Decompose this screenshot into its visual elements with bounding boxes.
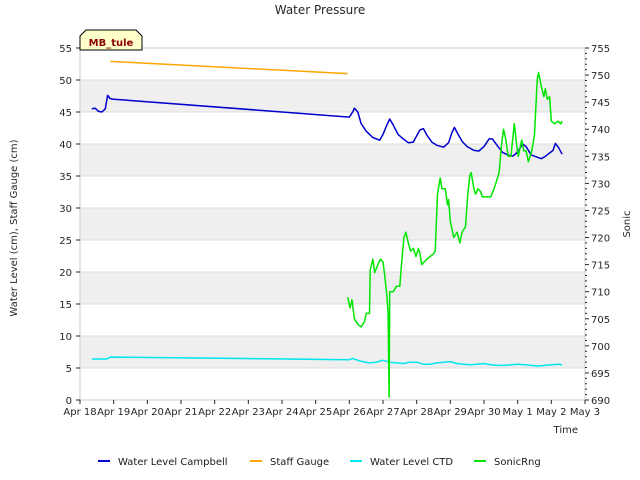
y2-tick-label: 725 xyxy=(591,206,610,217)
x-tick-label: Apr 29 xyxy=(434,407,467,418)
x-axis-title: Time xyxy=(553,425,578,436)
x-tick-label: Apr 20 xyxy=(131,407,164,418)
legend-label-water-level-ctd: Water Level CTD xyxy=(370,457,453,468)
series-line-water-level-campbell xyxy=(91,94,563,160)
y-tick-label: 40 xyxy=(59,140,72,151)
y2-axis-title: Sonic xyxy=(622,210,633,237)
y-tick-label: 45 xyxy=(59,108,72,119)
legend-label-sonicrng: SonicRng xyxy=(494,457,541,468)
background-band xyxy=(80,272,585,304)
y2-tick-label: 705 xyxy=(591,315,610,326)
y2-tick-label: 695 xyxy=(591,369,610,380)
y-tick-label: 15 xyxy=(59,300,72,311)
chart-title: Water Pressure xyxy=(275,3,366,17)
series-line-sonicrng xyxy=(346,71,563,399)
y2-tick-label: 740 xyxy=(591,125,610,136)
y2-tick-label: 710 xyxy=(591,288,610,299)
y-axis-left: 0 5 10 15 20 25 30 35 40 45 50 55 xyxy=(59,44,80,407)
y2-tick-label: 715 xyxy=(591,261,610,272)
y2-tick-label: 755 xyxy=(591,44,610,55)
x-tick-label: May 1 xyxy=(503,407,533,418)
x-tick-label: May 3 xyxy=(570,407,600,418)
x-tick-label: Apr 22 xyxy=(198,407,231,418)
series-layer xyxy=(91,60,563,399)
legend: Water Level Campbell Staff Gauge Water Lev… xyxy=(98,457,541,468)
y-axis-right: 690 695 700 705 710 715 720 725 730 735 740 745 750 7… xyxy=(585,44,610,407)
y-axis-title: Water Level (cm), Staff Gauge (cm) xyxy=(9,139,20,316)
y-tick-label: 5 xyxy=(66,364,72,375)
y2-tick-label: 700 xyxy=(591,342,610,353)
x-tick-label: Apr 25 xyxy=(299,407,332,418)
site-label-badge: MB_tule xyxy=(79,29,143,51)
x-tick-label: Apr 23 xyxy=(232,407,265,418)
y-tick-label: 50 xyxy=(59,76,72,87)
series-line-staff-gauge xyxy=(110,60,348,75)
x-tick-label: May 2 xyxy=(536,407,566,418)
legend-label-staff-gauge: Staff Gauge xyxy=(270,457,329,468)
y-tick-label: 20 xyxy=(59,268,72,279)
y-tick-label: 30 xyxy=(59,204,72,215)
y2-tick-label: 720 xyxy=(591,234,610,245)
background-band xyxy=(80,208,585,240)
plot-frame xyxy=(79,47,586,401)
x-tick-label: Apr 19 xyxy=(97,407,130,418)
x-tick-label: Apr 24 xyxy=(265,407,298,418)
y2-tick-label: 735 xyxy=(591,152,610,163)
background-band xyxy=(80,336,585,368)
y-tick-label: 25 xyxy=(59,236,72,247)
x-tick-label: Apr 30 xyxy=(467,407,500,418)
plot-background-bands xyxy=(80,80,585,368)
y-tick-label: 0 xyxy=(66,396,72,407)
x-tick-label: Apr 27 xyxy=(366,407,399,418)
y-tick-label: 55 xyxy=(59,44,72,55)
background-band xyxy=(80,80,585,112)
legend-label-water-level-campbell: Water Level Campbell xyxy=(118,457,228,468)
x-tick-label: Apr 26 xyxy=(333,407,366,418)
y2-tick-label: 730 xyxy=(591,179,610,190)
y-tick-label: 10 xyxy=(59,332,72,343)
series-line-water-level-ctd xyxy=(91,356,563,367)
site-label-box xyxy=(79,29,143,51)
x-tick-label: Apr 18 xyxy=(63,407,96,418)
y2-tick-label: 690 xyxy=(591,396,610,407)
y2-tick-label: 745 xyxy=(591,98,610,109)
x-tick-label: Apr 21 xyxy=(164,407,197,418)
y2-tick-label: 750 xyxy=(591,71,610,82)
site-label: MB_tule xyxy=(89,38,134,49)
x-tick-label: Apr 28 xyxy=(400,407,433,418)
background-band xyxy=(80,144,585,176)
y-tick-label: 35 xyxy=(59,172,72,183)
x-axis: Apr 18 Apr 19 Apr 20 Apr 21 Apr 22 Apr 23 Apr … xyxy=(63,400,600,418)
